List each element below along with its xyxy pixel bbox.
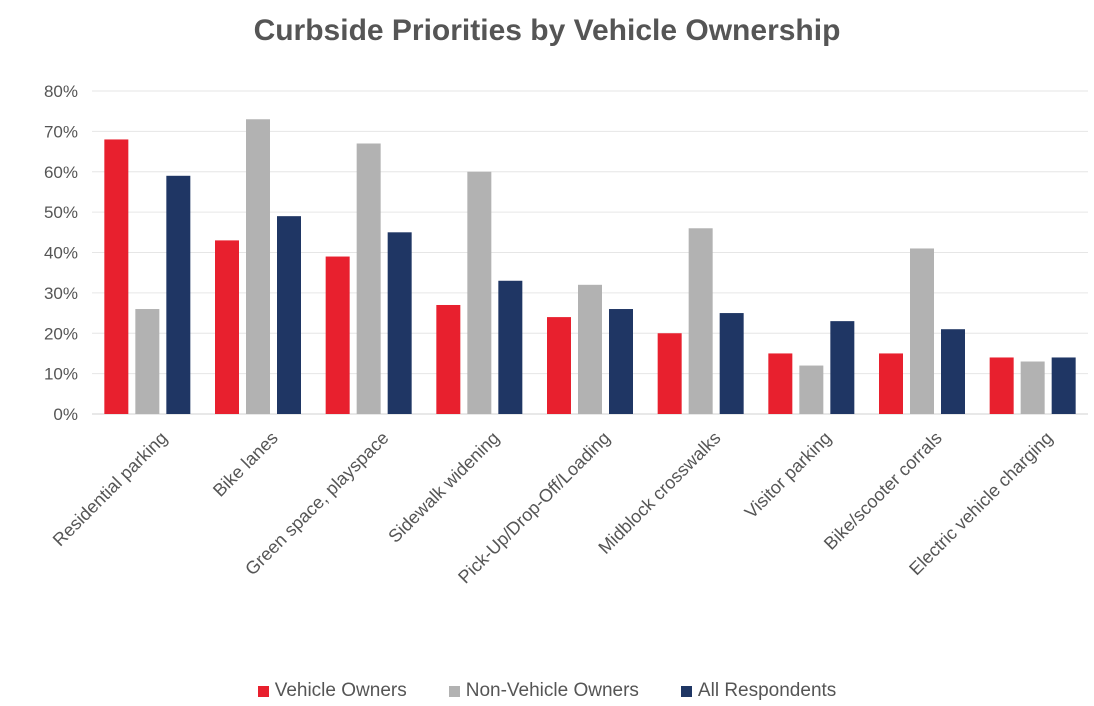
legend-item: All Respondents bbox=[680, 680, 837, 702]
bar-vehicle-owners bbox=[657, 333, 682, 414]
y-tick-label: 70% bbox=[44, 122, 78, 141]
bar-vehicle-owners bbox=[325, 256, 350, 414]
bar-non-vehicle-owners bbox=[356, 143, 381, 415]
y-tick-label: 80% bbox=[44, 82, 78, 101]
x-tick-label: Residential parking bbox=[49, 428, 171, 550]
bars bbox=[104, 119, 1076, 415]
y-tick-label: 10% bbox=[44, 365, 78, 384]
bar-non-vehicle-owners bbox=[467, 171, 492, 414]
bar-non-vehicle-owners bbox=[246, 119, 270, 414]
bar-non-vehicle-owners bbox=[578, 284, 602, 414]
bar-vehicle-owners bbox=[989, 357, 1014, 414]
bar-all-respondents bbox=[498, 280, 523, 414]
y-axis-ticks: 0% 10% 20% 30% 40% 50% 60% 70% 80% bbox=[44, 82, 78, 424]
legend-swatch bbox=[257, 685, 269, 697]
bar-non-vehicle-owners bbox=[135, 309, 160, 414]
bar-all-respondents bbox=[830, 321, 855, 414]
y-tick-label: 20% bbox=[44, 324, 78, 343]
bar-all-respondents bbox=[941, 329, 965, 414]
y-tick-label: 50% bbox=[44, 203, 78, 222]
bar-non-vehicle-owners bbox=[910, 248, 934, 414]
legend-swatch bbox=[448, 685, 460, 697]
x-tick-label: Sidewalk widening bbox=[384, 428, 503, 547]
bar-vehicle-owners bbox=[215, 240, 239, 414]
bar-all-respondents bbox=[166, 175, 191, 414]
legend: Vehicle Owners Non-Vehicle Owners All Resp… bbox=[0, 680, 1094, 702]
bar-all-respondents bbox=[277, 216, 301, 414]
bar-non-vehicle-owners bbox=[799, 365, 824, 414]
y-tick-label: 0% bbox=[53, 405, 78, 424]
bar-vehicle-owners bbox=[768, 353, 793, 414]
legend-swatch bbox=[680, 685, 692, 697]
bar-all-respondents bbox=[609, 309, 633, 414]
legend-label: All Respondents bbox=[697, 680, 837, 701]
chart-title: Curbside Priorities by Vehicle Ownership bbox=[253, 14, 841, 47]
legend-label: Vehicle Owners bbox=[274, 680, 407, 701]
bar-vehicle-owners bbox=[436, 304, 461, 414]
bar-vehicle-owners bbox=[547, 317, 571, 414]
bar-all-respondents bbox=[1051, 357, 1076, 414]
bar-vehicle-owners bbox=[104, 139, 129, 414]
x-tick-label: Visitor parking bbox=[741, 428, 836, 523]
legend-item: Vehicle Owners bbox=[257, 680, 407, 702]
x-tick-label: Midblock crosswalks bbox=[594, 428, 724, 558]
x-tick-label: Bike lanes bbox=[209, 428, 282, 501]
bar-vehicle-owners bbox=[879, 353, 903, 414]
y-tick-label: 40% bbox=[44, 244, 78, 263]
bar-non-vehicle-owners bbox=[1020, 361, 1045, 414]
y-tick-label: 60% bbox=[44, 163, 78, 182]
bar-all-respondents bbox=[719, 313, 744, 414]
legend-label: Non-Vehicle Owners bbox=[465, 680, 639, 701]
bar-non-vehicle-owners bbox=[688, 228, 713, 414]
bar-chart: 0% 10% 20% 30% 40% 50% 60% 70% 80% Residential p… bbox=[44, 82, 1088, 588]
y-tick-label: 30% bbox=[44, 284, 78, 303]
legend-item: Non-Vehicle Owners bbox=[448, 680, 639, 702]
x-tick-label: Bike/scooter corrals bbox=[820, 428, 946, 554]
bar-all-respondents bbox=[387, 232, 412, 414]
